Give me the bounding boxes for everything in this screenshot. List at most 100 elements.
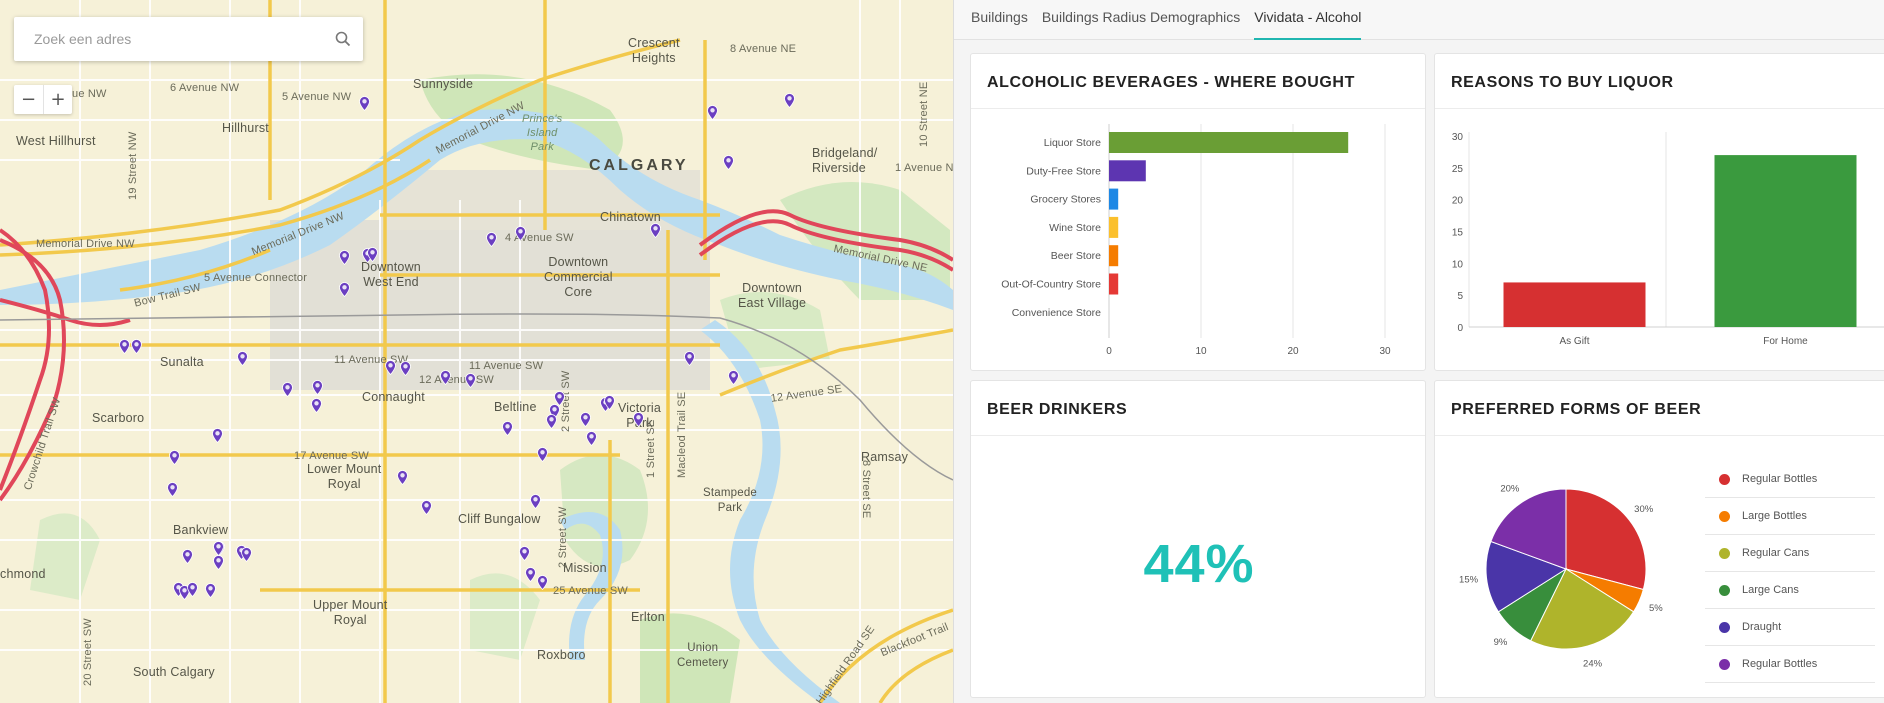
map-label-macleod-trail-se: Macleod Trail SE: [676, 391, 688, 478]
building-marker-icon[interactable]: [367, 247, 378, 262]
map-label-upper-mount-royal: Upper Mount Royal: [313, 598, 388, 627]
map-label-connaught: Connaught: [362, 390, 425, 404]
building-marker-icon[interactable]: [312, 380, 323, 395]
reasons-bar[interactable]: [1714, 155, 1857, 327]
map-basemap: [0, 0, 953, 703]
building-marker-icon[interactable]: [465, 373, 476, 388]
map-view[interactable]: Crescent Heights 8 Avenue NE Sunnyside 6…: [0, 0, 953, 703]
building-marker-icon[interactable]: [502, 421, 513, 436]
building-marker-icon[interactable]: [421, 500, 432, 515]
tab-bar: Buildings Buildings Radius Demographics …: [954, 0, 1884, 40]
tab-buildings[interactable]: Buildings: [971, 9, 1028, 25]
building-marker-icon[interactable]: [486, 232, 497, 247]
building-marker-icon[interactable]: [385, 360, 396, 375]
where-bar[interactable]: [1109, 216, 1119, 238]
building-marker-icon[interactable]: [728, 370, 739, 385]
search-icon[interactable]: [323, 17, 363, 61]
building-marker-icon[interactable]: [205, 583, 216, 598]
search-box: [14, 17, 363, 61]
zoom-out-button[interactable]: −: [20, 89, 37, 110]
building-marker-icon[interactable]: [580, 412, 591, 427]
tab-buildings-radius-demographics[interactable]: Buildings Radius Demographics: [1041, 9, 1241, 25]
where-bar[interactable]: [1109, 188, 1119, 210]
where-category-label: Liquor Store: [1044, 137, 1101, 149]
building-marker-icon[interactable]: [282, 382, 293, 397]
reasons-bar[interactable]: [1503, 282, 1646, 327]
forms-pie-slice[interactable]: [1565, 488, 1647, 591]
forms-legend-item[interactable]: Draught: [1705, 609, 1875, 646]
forms-legend-item[interactable]: Large Bottles: [1705, 498, 1875, 535]
forms-legend-item[interactable]: Regular Bottles: [1705, 646, 1875, 683]
address-search-input[interactable]: [14, 17, 323, 61]
forms-legend-item[interactable]: Regular Cans: [1705, 535, 1875, 572]
reasons-y-tick-label: 0: [1457, 323, 1463, 334]
building-marker-icon[interactable]: [530, 494, 541, 509]
building-marker-icon[interactable]: [400, 361, 411, 376]
map-label-bankview: Bankview: [173, 523, 229, 537]
map-label-mission: Mission: [563, 561, 607, 575]
where-bar[interactable]: [1109, 273, 1119, 295]
where-category-label: Convenience Store: [1012, 307, 1101, 319]
forms-legend-label: Draught: [1742, 621, 1782, 633]
building-marker-icon[interactable]: [537, 447, 548, 462]
building-marker-icon[interactable]: [519, 546, 530, 561]
building-marker-icon[interactable]: [169, 450, 180, 465]
building-marker-icon[interactable]: [311, 398, 322, 413]
map-label-11-avenue-sw-a: 11 Avenue SW: [334, 354, 409, 366]
building-marker-icon[interactable]: [212, 428, 223, 443]
building-marker-icon[interactable]: [167, 482, 178, 497]
forms-legend-item[interactable]: Large Cans: [1705, 572, 1875, 609]
building-marker-icon[interactable]: [182, 549, 193, 564]
building-marker-icon[interactable]: [684, 351, 695, 366]
where-bar[interactable]: [1109, 245, 1119, 267]
building-marker-icon[interactable]: [131, 339, 142, 354]
building-marker-icon[interactable]: [179, 585, 190, 600]
building-marker-icon[interactable]: [650, 223, 661, 238]
building-marker-icon[interactable]: [537, 575, 548, 590]
map-label-2-street-sw-b: 2 Street SW: [557, 506, 569, 569]
building-marker-icon[interactable]: [586, 431, 597, 446]
legend-color-dot-icon: [1719, 658, 1730, 670]
map-label-1-street-se: 1 Street SE: [645, 419, 657, 478]
where-x-tick-label: 0: [1106, 346, 1112, 357]
building-marker-icon[interactable]: [633, 412, 644, 427]
where-bar[interactable]: [1109, 160, 1146, 182]
building-marker-icon[interactable]: [554, 391, 565, 406]
map-label-beltline: Beltline: [494, 400, 537, 414]
building-marker-icon[interactable]: [237, 351, 248, 366]
building-marker-icon[interactable]: [546, 414, 557, 429]
building-marker-icon[interactable]: [339, 282, 350, 297]
forms-slice-label: 5%: [1649, 603, 1663, 614]
map-label-calgary: CALGARY: [589, 157, 689, 174]
card-beer-drinkers: BEER DRINKERS 44%: [970, 380, 1426, 698]
building-marker-icon[interactable]: [359, 96, 370, 111]
forms-legend-item[interactable]: Regular Bottles: [1705, 461, 1875, 498]
building-marker-icon[interactable]: [397, 470, 408, 485]
forms-pie-slice[interactable]: [1490, 488, 1567, 570]
where-bar[interactable]: [1109, 132, 1349, 153]
building-marker-icon[interactable]: [515, 226, 526, 241]
building-marker-icon[interactable]: [213, 541, 224, 556]
building-marker-icon[interactable]: [187, 582, 198, 597]
building-marker-icon[interactable]: [604, 395, 615, 410]
forms-slice-label: 30%: [1634, 504, 1654, 515]
card-divider: [971, 435, 1425, 436]
map-label-downtown-west-end: Downtown West End: [361, 260, 421, 289]
forms-pie-slice[interactable]: [1485, 540, 1568, 613]
tab-vividata-alcohol[interactable]: Vividata - Alcohol: [1254, 0, 1362, 40]
map-label-19-street-nw: 19 Street NW: [127, 131, 139, 200]
map-label-memorial-drive-nw-left: Memorial Drive NW: [36, 238, 135, 250]
building-marker-icon[interactable]: [525, 567, 536, 582]
building-marker-icon[interactable]: [339, 250, 350, 265]
building-marker-icon[interactable]: [723, 155, 734, 170]
building-marker-icon[interactable]: [119, 339, 130, 354]
card-divider: [1435, 435, 1884, 436]
zoom-in-button[interactable]: +: [43, 85, 72, 114]
building-marker-icon[interactable]: [241, 547, 252, 562]
building-marker-icon[interactable]: [213, 555, 224, 570]
legend-color-dot-icon: [1719, 473, 1730, 485]
building-marker-icon[interactable]: [707, 105, 718, 120]
building-marker-icon[interactable]: [784, 93, 795, 108]
where-category-label: Duty-Free Store: [1026, 165, 1101, 177]
building-marker-icon[interactable]: [440, 370, 451, 385]
